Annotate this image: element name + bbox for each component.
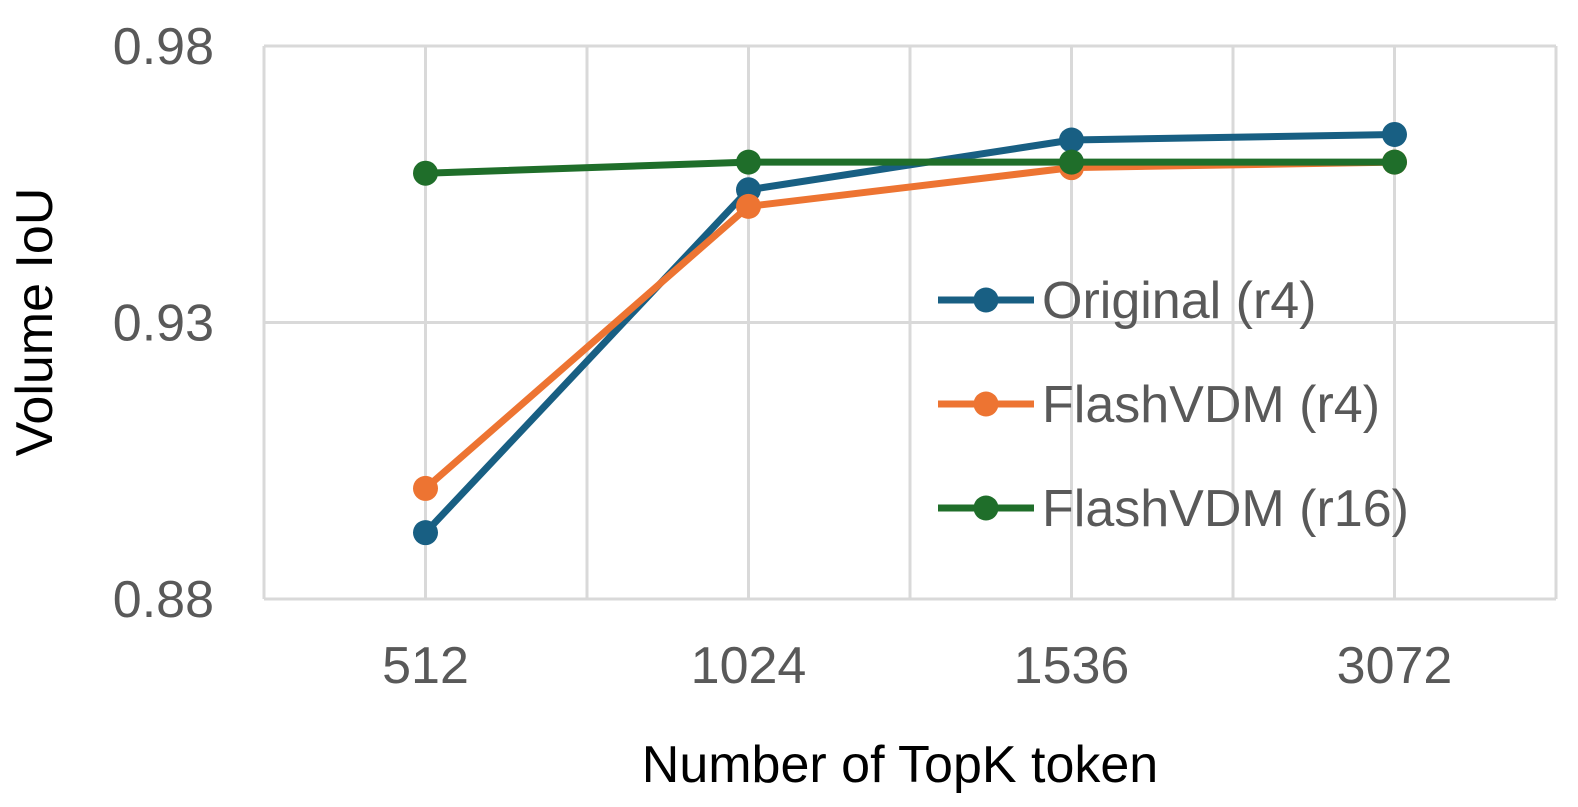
data-point-0-2 bbox=[1059, 127, 1084, 153]
data-point-1-0 bbox=[413, 475, 438, 501]
data-point-2-2 bbox=[1059, 149, 1084, 175]
y-tick-label-1: 0.93 bbox=[113, 295, 214, 353]
data-point-0-3 bbox=[1382, 121, 1407, 147]
data-point-2-0 bbox=[413, 160, 438, 186]
series-2 bbox=[413, 149, 1407, 186]
data-point-0-0 bbox=[413, 520, 438, 546]
x-tick-label-3: 3072 bbox=[1337, 637, 1453, 695]
x-tick-label-2: 1536 bbox=[1014, 637, 1130, 695]
y-tick-label-0: 0.88 bbox=[113, 571, 214, 629]
legend-label-0: Original (r4) bbox=[1042, 272, 1317, 330]
series-group bbox=[413, 121, 1407, 546]
legend-label-2: FlashVDM (r16) bbox=[1042, 480, 1409, 538]
legend-item-0: Original (r4) bbox=[938, 272, 1317, 330]
legend-item-1: FlashVDM (r4) bbox=[938, 376, 1380, 434]
x-axis-title: Number of TopK token bbox=[642, 736, 1158, 794]
x-axis-ticks: 512 1024 1536 3072 bbox=[382, 637, 1452, 695]
data-point-1-1 bbox=[736, 193, 761, 219]
legend-swatch-marker-0 bbox=[973, 287, 999, 313]
legend-swatch-marker-2 bbox=[973, 495, 999, 521]
series-line-2 bbox=[425, 158, 1395, 177]
legend-item-2: FlashVDM (r16) bbox=[938, 480, 1409, 538]
x-tick-label-0: 512 bbox=[382, 637, 469, 695]
y-axis-ticks: 0.88 0.93 0.98 bbox=[113, 18, 214, 629]
y-tick-label-2: 0.98 bbox=[113, 18, 214, 76]
y-axis-title: Volume IoU bbox=[6, 188, 64, 457]
legend: Original (r4) FlashVDM (r4) FlashVDM (r16) bbox=[938, 272, 1409, 538]
data-point-2-3 bbox=[1382, 149, 1407, 175]
data-point-2-1 bbox=[736, 149, 761, 175]
legend-label-1: FlashVDM (r4) bbox=[1042, 376, 1380, 434]
legend-swatch-marker-1 bbox=[973, 391, 999, 417]
x-tick-label-1: 1024 bbox=[691, 637, 807, 695]
